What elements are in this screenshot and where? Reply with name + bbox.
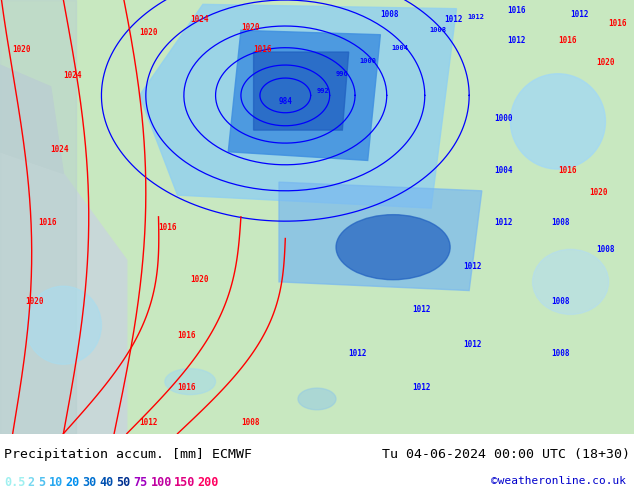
Text: 1012: 1012 — [467, 14, 484, 21]
Text: 1012: 1012 — [349, 348, 367, 358]
Text: 1004: 1004 — [495, 167, 513, 175]
Text: 1012: 1012 — [507, 36, 526, 46]
Text: 1012: 1012 — [412, 305, 430, 314]
Text: 1008: 1008 — [552, 219, 570, 227]
Text: 984: 984 — [279, 97, 293, 106]
Text: 1016: 1016 — [158, 223, 177, 232]
Text: 1020: 1020 — [190, 275, 209, 284]
Text: 1024: 1024 — [190, 15, 209, 24]
Text: 1012: 1012 — [444, 15, 462, 24]
Polygon shape — [139, 4, 456, 208]
Text: 996: 996 — [336, 71, 349, 77]
Text: 992: 992 — [317, 88, 330, 94]
Text: 100: 100 — [150, 476, 172, 489]
Text: 150: 150 — [174, 476, 195, 489]
Text: 0.5: 0.5 — [4, 476, 25, 489]
Text: 1012: 1012 — [463, 340, 481, 349]
Text: 200: 200 — [198, 476, 219, 489]
Text: 1020: 1020 — [13, 45, 31, 54]
Text: 10: 10 — [48, 476, 63, 489]
Text: 1008: 1008 — [596, 245, 614, 253]
Text: 1016: 1016 — [254, 45, 272, 54]
Text: 1000: 1000 — [359, 58, 376, 64]
Text: 1020: 1020 — [590, 188, 608, 197]
Text: 1008: 1008 — [380, 10, 399, 19]
Text: 1020: 1020 — [596, 58, 614, 67]
Text: 20: 20 — [65, 476, 80, 489]
Ellipse shape — [510, 74, 605, 169]
Text: 1008: 1008 — [429, 27, 446, 33]
Text: 1016: 1016 — [38, 219, 56, 227]
Polygon shape — [0, 152, 127, 434]
Text: 5: 5 — [38, 476, 45, 489]
Text: 1024: 1024 — [63, 71, 82, 80]
Text: 1020: 1020 — [241, 24, 259, 32]
Text: 1020: 1020 — [25, 296, 44, 306]
Polygon shape — [228, 30, 380, 160]
Text: 1016: 1016 — [178, 331, 196, 340]
Text: Tu 04-06-2024 00:00 UTC (18+30): Tu 04-06-2024 00:00 UTC (18+30) — [382, 448, 630, 461]
Text: 1024: 1024 — [51, 145, 69, 154]
Polygon shape — [279, 182, 482, 291]
Ellipse shape — [298, 388, 336, 410]
Text: ©weatheronline.co.uk: ©weatheronline.co.uk — [491, 476, 626, 486]
Polygon shape — [0, 65, 63, 173]
Text: 1016: 1016 — [507, 6, 526, 15]
Ellipse shape — [165, 368, 216, 394]
Text: 50: 50 — [117, 476, 131, 489]
Polygon shape — [254, 52, 349, 130]
Text: 1004: 1004 — [391, 45, 408, 50]
Text: 1016: 1016 — [178, 383, 196, 392]
Text: 1020: 1020 — [139, 28, 158, 37]
Ellipse shape — [336, 215, 450, 280]
Text: 2: 2 — [27, 476, 35, 489]
Text: 1012: 1012 — [463, 262, 481, 271]
Text: 40: 40 — [100, 476, 113, 489]
Text: 1008: 1008 — [552, 348, 570, 358]
Text: 1012: 1012 — [495, 219, 513, 227]
Text: 1008: 1008 — [552, 296, 570, 306]
Text: 1012: 1012 — [571, 10, 589, 19]
Ellipse shape — [533, 249, 609, 315]
Text: 75: 75 — [134, 476, 148, 489]
Text: 30: 30 — [82, 476, 97, 489]
Text: 1016: 1016 — [558, 167, 576, 175]
Text: 1012: 1012 — [139, 418, 158, 427]
Text: 1016: 1016 — [609, 19, 627, 28]
Polygon shape — [0, 0, 76, 434]
Text: 1012: 1012 — [412, 383, 430, 392]
Text: Precipitation accum. [mm] ECMWF: Precipitation accum. [mm] ECMWF — [4, 448, 252, 461]
Ellipse shape — [25, 286, 101, 364]
Text: 1016: 1016 — [558, 36, 576, 46]
Text: 1008: 1008 — [241, 418, 259, 427]
Text: 1000: 1000 — [495, 115, 513, 123]
